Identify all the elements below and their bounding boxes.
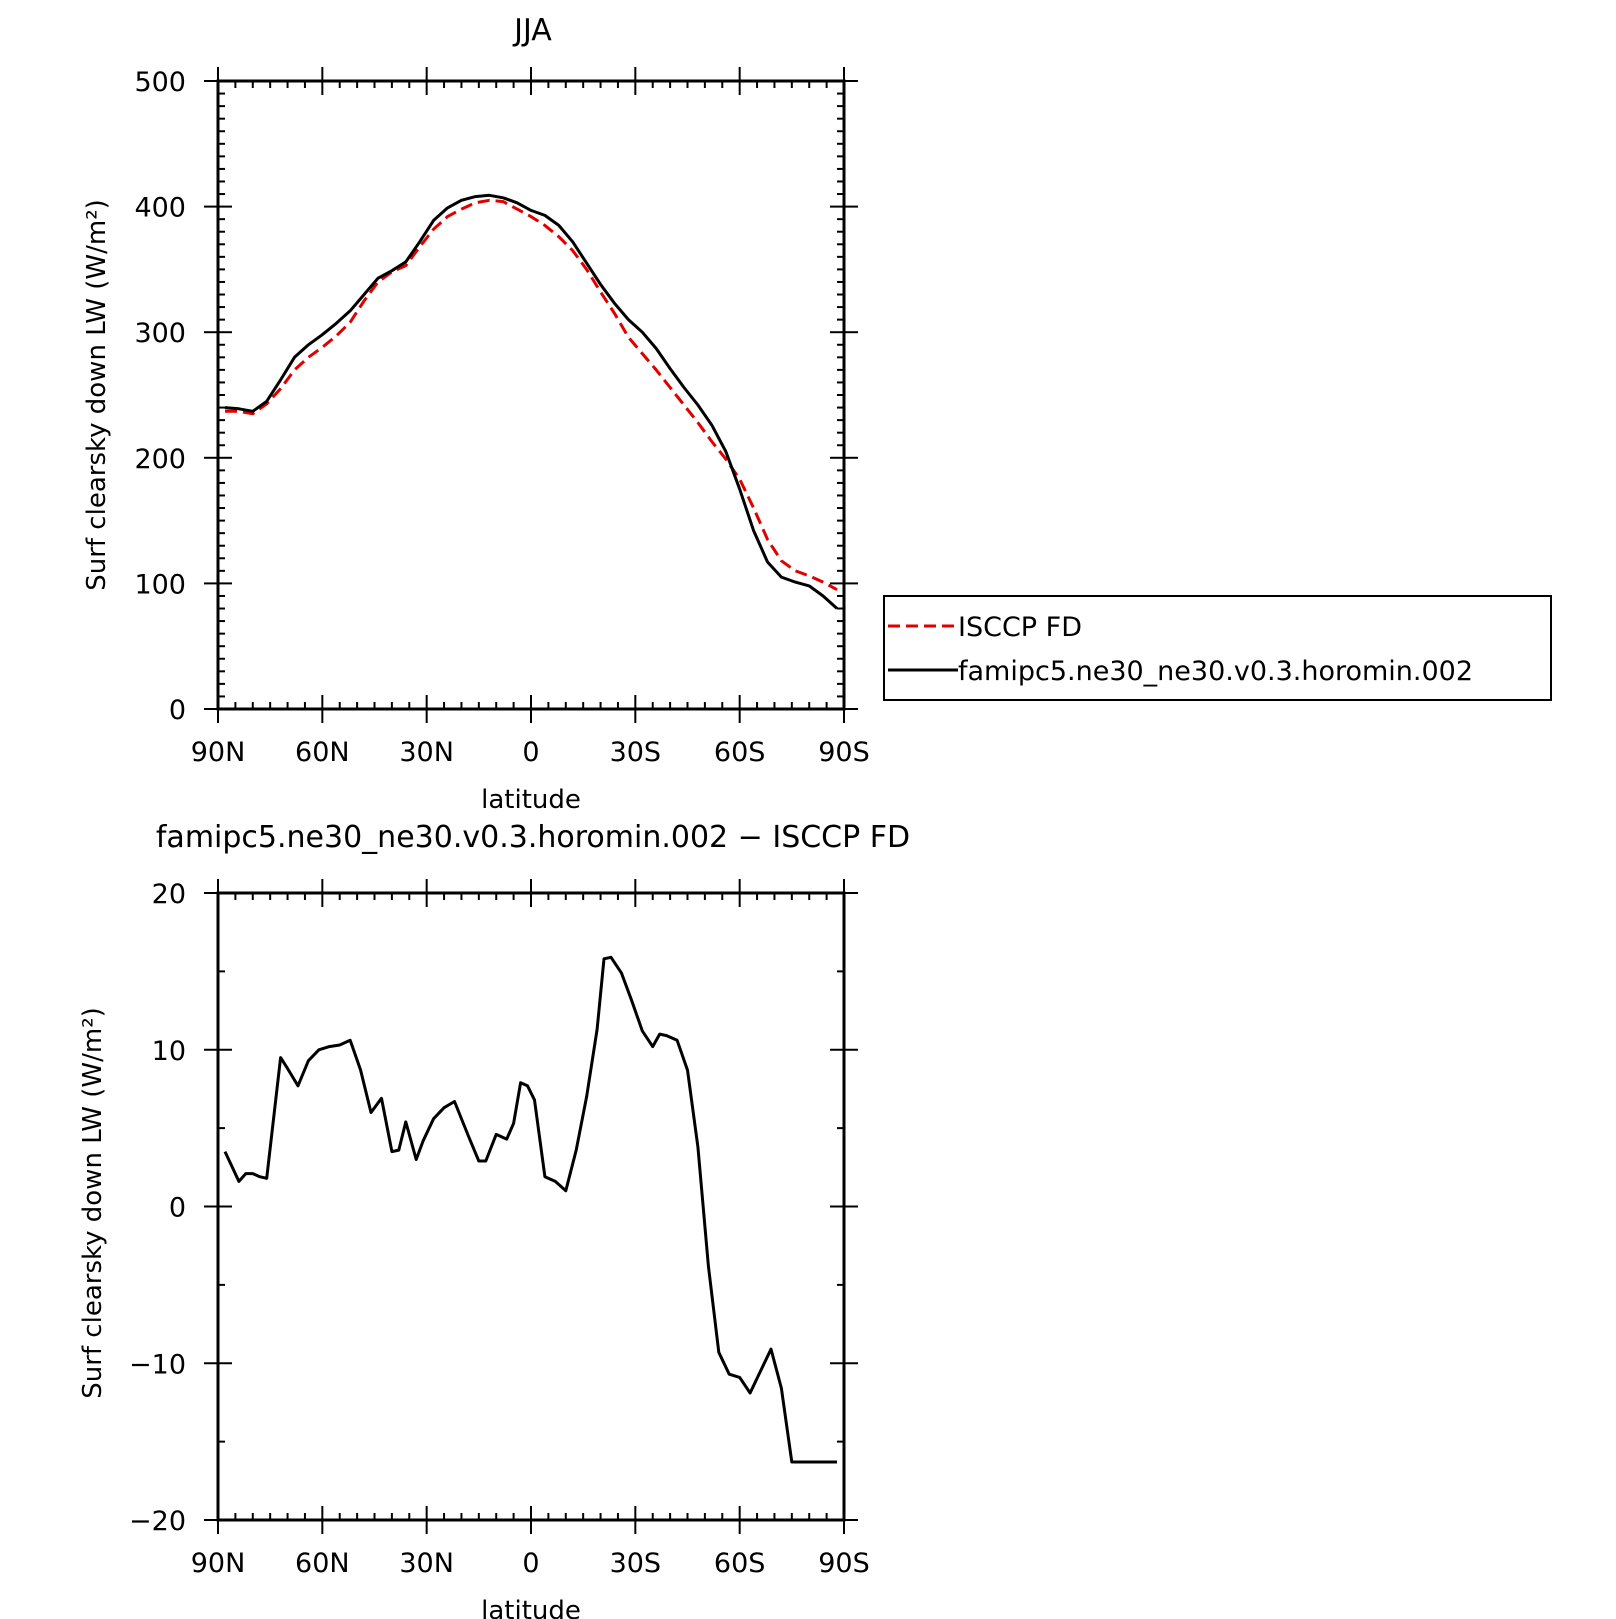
top-x-axis-label: latitude — [481, 785, 581, 815]
y-tick-label: −10 — [129, 1349, 186, 1380]
y-tick-label: −20 — [129, 1506, 186, 1537]
x-tick-label: 90N — [191, 737, 246, 768]
bottom-ticks — [204, 879, 858, 1534]
bottom-chart-title: famipc5.ne30_ne30.v0.3.horomin.002 − ISC… — [156, 820, 910, 855]
y-tick-label: 200 — [134, 444, 186, 475]
top-panel: JJA 90N 60N 30N 0 30S 60S 90S0100200300400500 … — [82, 13, 1552, 815]
series-line-1 — [224, 193, 839, 610]
x-tick-label: 30S — [610, 737, 662, 768]
x-tick-label: 60S — [714, 1548, 766, 1579]
legend-label-isccp: ISCCP FD — [958, 612, 1082, 643]
bottom-x-axis-label: latitude — [481, 1596, 581, 1619]
top-series — [224, 193, 839, 610]
y-tick-label: 300 — [134, 318, 186, 349]
x-tick-label: 60N — [295, 1548, 350, 1579]
x-tick-label: 90S — [818, 1548, 870, 1579]
x-tick-label: 30N — [399, 1548, 454, 1579]
top-ticks — [204, 67, 858, 723]
top-y-axis-label: Surf clearsky down LW (W/m²) — [82, 199, 112, 591]
top-tick-labels: 90N 60N 30N 0 30S 60S 90S 0 100 200 300 400 500 — [134, 67, 869, 768]
legend-label-model: famipc5.ne30_ne30.v0.3.horomin.002 — [958, 656, 1473, 687]
x-tick-label: 0 — [522, 737, 539, 768]
bottom-y-axis-label: Surf clearsky down LW (W/m²) — [78, 1007, 108, 1399]
bottom-panel: famipc5.ne30_ne30.v0.3.horomin.002 − ISC… — [78, 820, 910, 1619]
legend: ISCCP FD famipc5.ne30_ne30.v0.3.horomin.… — [883, 595, 1552, 701]
bottom-plot-frame — [216, 891, 846, 1522]
y-tick-label: 0 — [169, 1193, 186, 1224]
bottom-series — [223, 955, 837, 1464]
x-tick-label: 30S — [610, 1548, 662, 1579]
y-tick-label: 10 — [152, 1036, 186, 1067]
y-tick-label: 20 — [152, 879, 186, 910]
x-tick-label: 60N — [295, 737, 350, 768]
y-tick-label: 100 — [134, 569, 186, 600]
series-line-0 — [223, 955, 837, 1464]
y-tick-label: 400 — [134, 193, 186, 224]
x-tick-label: 90N — [191, 1548, 246, 1579]
x-tick-label: 90S — [818, 737, 870, 768]
top-chart-title: JJA — [512, 13, 552, 48]
x-tick-label: 30N — [399, 737, 454, 768]
x-tick-label: 0 — [522, 1548, 539, 1579]
y-tick-label: 500 — [134, 67, 186, 98]
series-line-0 — [225, 198, 838, 592]
y-tick-label: 0 — [169, 695, 186, 726]
legend-box — [883, 595, 1552, 701]
bottom-tick-labels: 90N 60N 30N 0 30S 60S 90S −20 −10 0 10 20 — [129, 879, 870, 1579]
x-tick-label: 60S — [714, 737, 766, 768]
top-plot-frame — [216, 79, 846, 711]
